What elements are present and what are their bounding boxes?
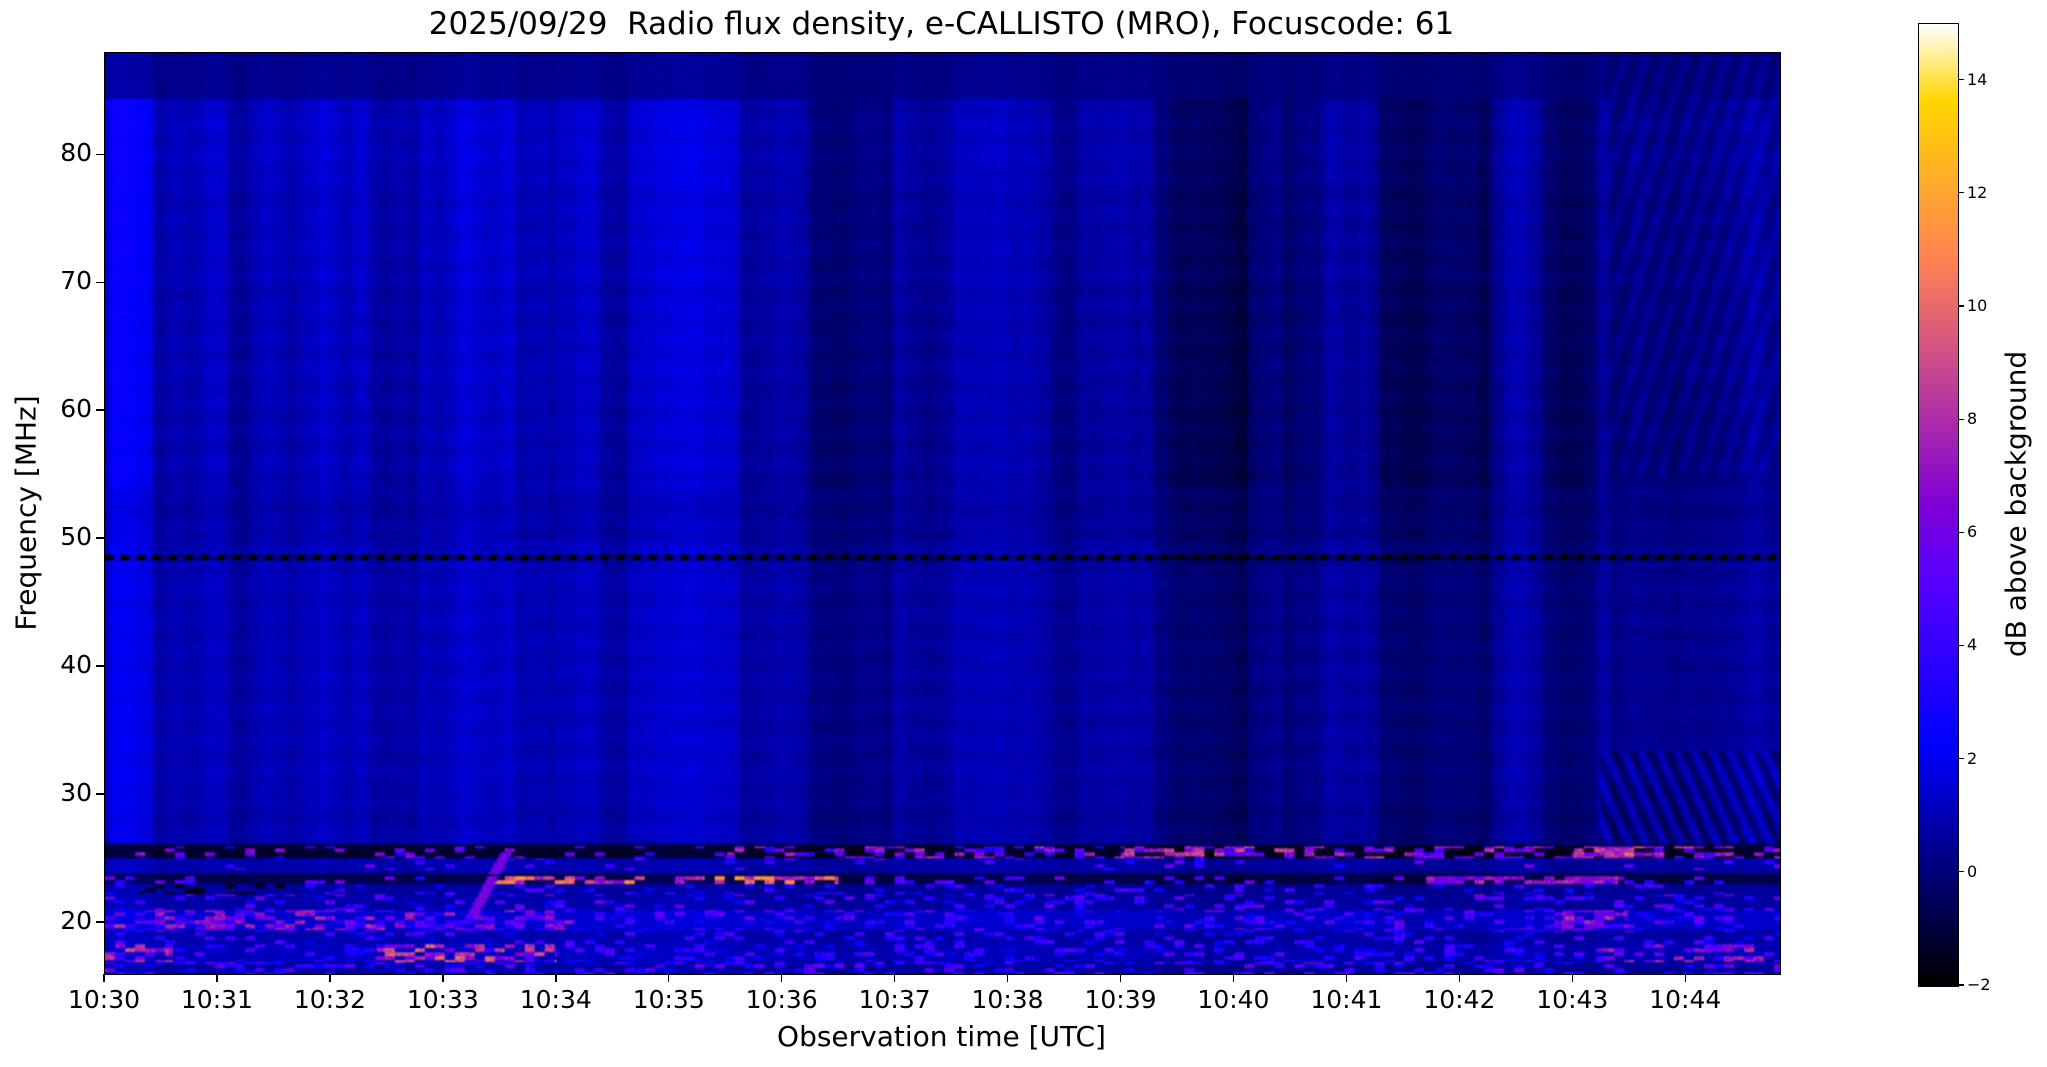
x-tick-label: 10:43 <box>1536 985 1609 1014</box>
x-tick-label: 10:37 <box>858 985 931 1014</box>
x-tick-mark <box>1006 974 1009 982</box>
y-tick-mark <box>96 921 104 923</box>
x-tick-label: 10:42 <box>1423 985 1496 1014</box>
colorbar-tick-mark <box>1958 984 1964 986</box>
colorbar-label: dB above background <box>1999 350 2033 658</box>
x-tick-mark <box>1232 974 1235 982</box>
colorbar-tick-mark <box>1958 531 1964 533</box>
colorbar-tick-label: 10 <box>1967 295 1988 315</box>
colorbar-tick-mark <box>1958 418 1964 420</box>
colorbar-tick-label: 8 <box>1967 409 1978 429</box>
x-tick-mark <box>667 974 670 982</box>
y-tick-label: 30 <box>60 777 92 807</box>
y-tick-label: 80 <box>60 138 92 168</box>
colorbar-tick-label: 4 <box>1967 635 1978 655</box>
x-tick-label: 10:36 <box>745 985 818 1014</box>
x-tick-mark <box>893 974 896 982</box>
x-tick-label: 10:44 <box>1649 985 1722 1014</box>
x-axis-label: Observation time [UTC] <box>777 1020 1106 1053</box>
x-tick-label: 10:40 <box>1197 985 1270 1014</box>
x-tick-mark <box>1571 974 1574 982</box>
x-tick-label: 10:32 <box>293 985 366 1014</box>
colorbar-tick-label: 0 <box>1967 861 1978 881</box>
colorbar-tick-label: 14 <box>1967 69 1988 89</box>
y-tick-mark <box>96 281 104 283</box>
colorbar-tick-label: 12 <box>1967 182 1988 202</box>
y-tick-label: 50 <box>60 522 92 552</box>
x-tick-label: 10:41 <box>1310 985 1383 1014</box>
colorbar-tick-mark <box>1958 758 1964 760</box>
x-tick-label: 10:34 <box>519 985 592 1014</box>
x-tick-mark <box>216 974 218 982</box>
y-tick-label: 60 <box>60 394 92 424</box>
y-tick-mark <box>96 537 104 539</box>
x-tick-label: 10:31 <box>180 985 253 1014</box>
y-tick-label: 40 <box>60 650 92 679</box>
x-tick-mark <box>1345 974 1348 982</box>
x-tick-label: 10:38 <box>971 985 1044 1014</box>
colorbar-tick-label: 6 <box>1967 522 1978 542</box>
x-tick-mark <box>103 974 105 982</box>
x-tick-label: 10:35 <box>632 985 705 1014</box>
colorbar-canvas <box>1918 23 1959 987</box>
x-tick-mark <box>1684 974 1686 982</box>
y-tick-mark <box>96 409 104 411</box>
x-tick-mark <box>1458 974 1461 982</box>
x-tick-mark <box>780 974 783 982</box>
colorbar-tick-mark <box>1958 644 1964 647</box>
colorbar-tick-mark <box>1958 192 1964 194</box>
spectrogram-canvas <box>104 52 1781 975</box>
y-tick-label: 20 <box>60 905 92 935</box>
x-tick-mark <box>442 974 444 982</box>
y-tick-mark <box>96 665 104 667</box>
y-axis-label: Frequency [MHz] <box>9 395 43 631</box>
y-tick-label: 70 <box>60 266 92 296</box>
colorbar-tick-mark <box>1958 78 1964 81</box>
colorbar-tick-label: 2 <box>1967 748 1978 768</box>
x-tick-label: 10:33 <box>406 985 479 1014</box>
y-tick-mark <box>96 153 104 156</box>
y-tick-mark <box>96 793 104 795</box>
chart-title: 2025/09/29 Radio flux density, e-CALLIST… <box>428 6 1455 42</box>
colorbar-tick-mark <box>1958 871 1964 873</box>
colorbar-tick-label: −2 <box>1967 975 1991 994</box>
x-tick-mark <box>329 974 331 982</box>
x-tick-mark <box>555 974 557 982</box>
colorbar-tick-mark <box>1958 305 1964 307</box>
x-tick-mark <box>1119 974 1122 982</box>
x-tick-label: 10:30 <box>67 985 141 1014</box>
x-tick-label: 10:39 <box>1084 985 1157 1014</box>
